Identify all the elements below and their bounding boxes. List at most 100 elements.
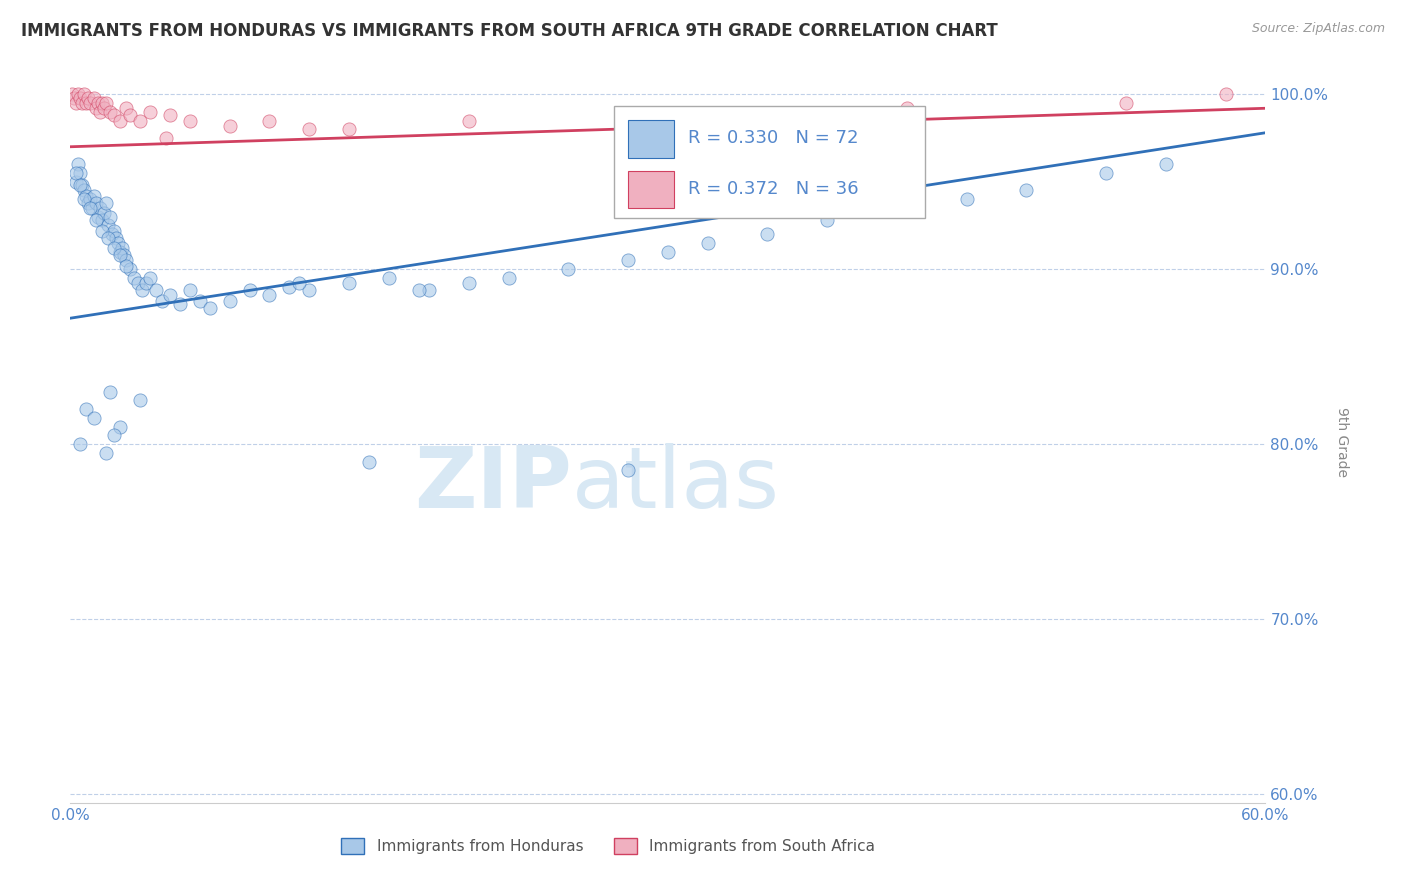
Bar [628,120,673,158]
Point [1115,95,1137,110]
Point [1095,166,1118,180]
Point [108,244,131,259]
Point [896,101,918,115]
Point [179,113,201,128]
Point [457,277,479,291]
Point [617,253,640,268]
Point [127,277,149,291]
Point [87,95,110,110]
Point [83,411,105,425]
Point [896,201,918,215]
Point [97,219,120,233]
Point [83,188,105,202]
Point [70,95,93,110]
Point [188,293,211,308]
Point [91,224,114,238]
Point [120,262,141,277]
Point [98,104,121,119]
Point [457,113,479,128]
Point [107,235,129,250]
Point [337,277,360,291]
Point [115,101,138,115]
Legend: Immigrants from Honduras, Immigrants from South Africa: Immigrants from Honduras, Immigrants fro… [335,832,882,860]
Point [1215,87,1237,102]
Point [337,122,360,136]
Point [70,178,93,193]
Point [557,262,579,277]
Point [145,283,167,297]
Point [115,253,138,268]
Point [129,113,152,128]
Point [115,259,138,273]
Point [65,95,87,110]
Point [298,283,321,297]
Point [96,446,117,460]
Point [103,224,125,238]
Y-axis label: 9th Grade: 9th Grade [1336,407,1350,476]
Point [1015,184,1038,198]
Point [75,95,97,110]
Point [77,91,100,105]
Point [198,301,221,315]
Point [73,192,96,206]
Point [79,201,101,215]
Point [418,283,440,297]
FancyBboxPatch shape [614,105,925,218]
Point [69,91,91,105]
Point [77,195,100,210]
Point [108,113,131,128]
Point [96,95,117,110]
Point [815,213,838,227]
Point [96,195,117,210]
Point [73,87,96,102]
Point [756,227,779,242]
Point [60,87,83,102]
Point [657,244,679,259]
Point [75,402,97,417]
Point [89,104,111,119]
Point [139,104,162,119]
Point [218,293,240,308]
Point [122,271,145,285]
Point [103,241,125,255]
Point [91,213,114,227]
Text: Source: ZipAtlas.com: Source: ZipAtlas.com [1251,22,1385,36]
Point [69,437,91,451]
Point [82,201,104,215]
Point [498,271,520,285]
Point [179,283,201,297]
Point [84,213,107,227]
Point [79,95,101,110]
Point [278,279,301,293]
Point [75,188,97,202]
Point [696,235,718,250]
Point [1154,157,1177,171]
Point [108,419,131,434]
Point [111,241,134,255]
Point [91,95,114,110]
Point [89,201,111,215]
Point [112,248,135,262]
Point [120,108,141,122]
Point [101,227,124,242]
Point [83,91,105,105]
Point [69,178,91,193]
Point [97,231,120,245]
Text: atlas: atlas [572,443,780,526]
Text: ZIP: ZIP [415,443,572,526]
Point [259,113,281,128]
Point [67,157,90,171]
Point [84,195,107,210]
Point [259,288,281,302]
Point [63,91,86,105]
Point [98,210,121,224]
Point [103,428,125,442]
Point [67,87,90,102]
Point [73,184,96,198]
Point [98,384,121,399]
Point [378,271,401,285]
Point [288,277,311,291]
Point [65,166,87,180]
Point [129,393,152,408]
Point [87,210,110,224]
